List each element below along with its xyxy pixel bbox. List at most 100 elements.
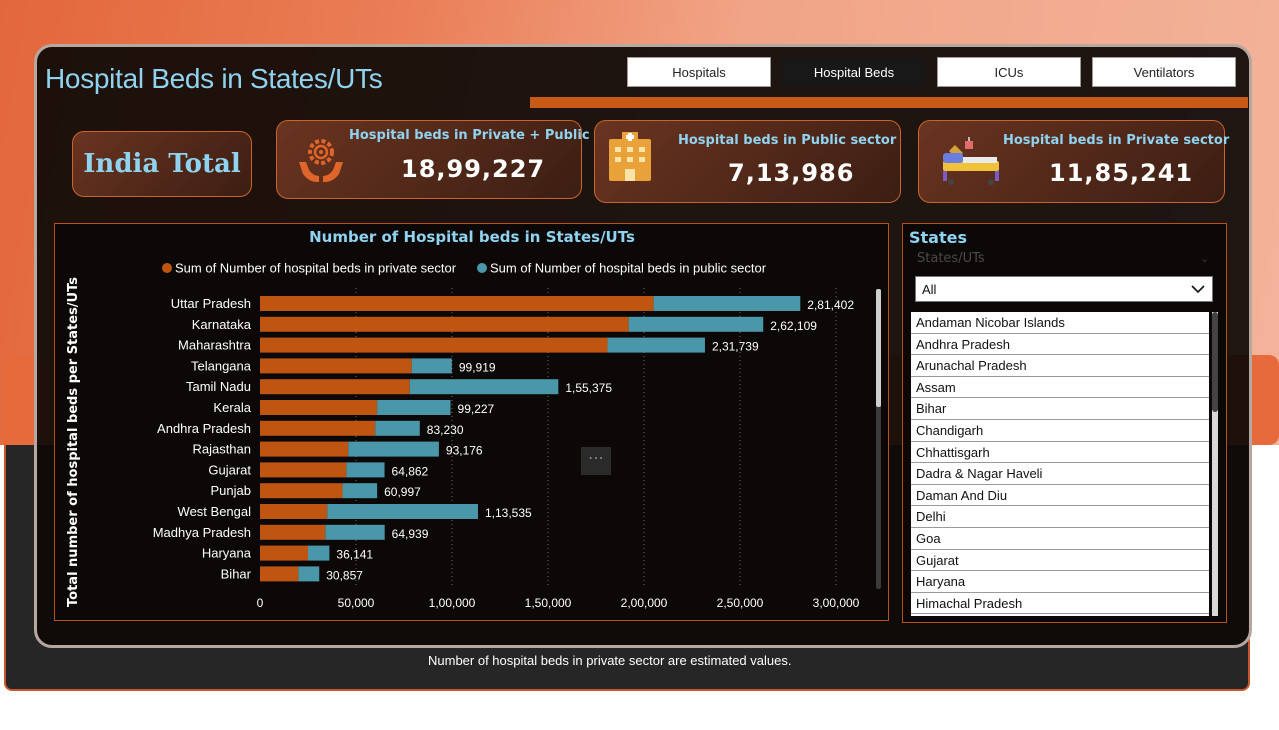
dropdown-selected: All [922, 281, 937, 297]
bar-public[interactable] [342, 483, 378, 499]
category-label: Karnataka [192, 317, 252, 332]
tab-ventilators[interactable]: Ventilators [1092, 57, 1236, 87]
state-item[interactable]: Goa [911, 528, 1209, 550]
category-label: Haryana [202, 546, 252, 561]
kpi-card-public: Hospital beds in Public sector 7,13,986 [594, 120, 901, 203]
total-value-label: 64,939 [392, 527, 429, 541]
category-label: Maharashtra [178, 338, 252, 353]
bar-private[interactable] [260, 462, 347, 478]
bar-private[interactable] [260, 400, 378, 415]
x-tick-label: 3,00,000 [813, 596, 860, 610]
bar-public[interactable] [325, 524, 385, 540]
state-item[interactable]: Gujarat [911, 550, 1209, 572]
state-item[interactable]: Dadra & Nagar Haveli [911, 463, 1209, 485]
legend-public-label[interactable]: Sum of Number of hospital beds in public… [490, 261, 767, 276]
bar-private[interactable] [260, 545, 308, 561]
bar-public[interactable] [377, 400, 451, 415]
bar-public[interactable] [348, 441, 439, 457]
category-label: West Bengal [178, 504, 252, 519]
bar-public[interactable] [628, 316, 764, 332]
category-label: Uttar Pradesh [171, 296, 251, 311]
state-item[interactable]: Bihar [911, 398, 1209, 420]
kpi-label-private-public: Hospital beds in Private + Public [349, 128, 590, 143]
accent-bar [530, 97, 1248, 108]
category-label: Gujarat [208, 462, 251, 477]
states-list-scrollbar[interactable] [1212, 312, 1218, 616]
bar-private[interactable] [260, 483, 343, 499]
dashboard-panel: Hospital Beds in States/UTs Hospitals Ho… [34, 44, 1252, 648]
bar-public[interactable] [411, 358, 452, 374]
bar-public[interactable] [308, 545, 330, 561]
total-value-label: 2,62,109 [770, 319, 817, 333]
legend-private-label[interactable]: Sum of Number of hospital beds in privat… [175, 261, 457, 276]
total-value-label: 64,862 [392, 464, 429, 478]
tab-hospital-beds[interactable]: Hospital Beds [782, 57, 926, 87]
bar-public[interactable] [409, 379, 559, 395]
kpi-value-private: 11,85,241 [1049, 159, 1194, 187]
bar-private[interactable] [260, 504, 328, 519]
total-value-label: 36,141 [336, 548, 373, 562]
x-tick-label: 1,00,000 [429, 596, 476, 610]
states-placeholder: States/UTs [917, 251, 985, 266]
states-dropdown[interactable]: All [915, 276, 1213, 302]
chart-canvas: Number of Hospital beds in States/UTs Su… [66, 228, 881, 610]
state-item[interactable]: Delhi [911, 506, 1209, 528]
chart-scroll-thumb[interactable] [876, 289, 881, 407]
states-list-scroll-thumb[interactable] [1212, 312, 1218, 412]
bar-public[interactable] [607, 337, 705, 353]
category-label: Tamil Nadu [186, 379, 251, 394]
total-value-label: 99,227 [458, 402, 495, 416]
state-item[interactable]: Assam [911, 377, 1209, 399]
tab-icus[interactable]: ICUs [937, 57, 1081, 87]
tab-bar: Hospitals Hospital Beds ICUs Ventilators [627, 57, 1236, 87]
page-title: Hospital Beds in States/UTs [45, 63, 383, 94]
x-tick-label: 2,50,000 [717, 596, 764, 610]
category-label: Telangana [191, 358, 252, 373]
state-item[interactable]: Andaman Nicobar Islands [911, 312, 1209, 334]
bar-private[interactable] [260, 296, 654, 311]
hospital-bed-icon [941, 135, 1003, 191]
bar-private[interactable] [260, 566, 299, 582]
x-tick-label: 0 [257, 596, 264, 610]
bar-public[interactable] [298, 566, 320, 582]
category-label: Punjab [211, 483, 251, 498]
state-item[interactable]: Arunachal Pradesh [911, 355, 1209, 377]
kpi-label-private: Hospital beds in Private sector [1003, 133, 1230, 148]
state-item[interactable]: Himachal Pradesh [911, 593, 1209, 615]
bar-private[interactable] [260, 316, 629, 332]
total-value-label: 2,31,739 [712, 340, 759, 354]
tab-hospitals[interactable]: Hospitals [627, 57, 771, 87]
state-item[interactable]: Chhattisgarh [911, 442, 1209, 464]
total-value-label: 99,919 [459, 360, 496, 374]
total-value-label: 93,176 [446, 444, 483, 458]
state-item[interactable]: Chandigarh [911, 420, 1209, 442]
chart-title: Number of Hospital beds in States/UTs [309, 228, 635, 246]
state-item[interactable]: Daman And Diu [911, 485, 1209, 507]
total-value-label: 30,857 [326, 568, 363, 582]
bar-public[interactable] [375, 420, 420, 436]
state-item[interactable]: Haryana [911, 571, 1209, 593]
state-item[interactable]: Andhra Pradesh [911, 334, 1209, 356]
bar-private[interactable] [260, 379, 410, 395]
bar-private[interactable] [260, 337, 608, 353]
placeholder-chevron-icon: ⌄ [1200, 252, 1210, 265]
india-total-card: India Total [72, 131, 252, 197]
bar-public[interactable] [327, 504, 478, 519]
beds-bar-chart: Number of Hospital beds in States/UTs Su… [54, 223, 889, 621]
kpi-card-private-public: Hospital beds in Private + Public 18,99,… [276, 120, 590, 199]
chart-legend: Sum of Number of hospital beds in privat… [162, 261, 767, 276]
more-options-icon[interactable]: ⋯ [581, 447, 611, 475]
category-label: Rajasthan [192, 442, 251, 457]
states-title: States [909, 228, 967, 247]
footnote: Number of hospital beds in private secto… [428, 653, 792, 668]
bar-private[interactable] [260, 524, 326, 540]
bar-private[interactable] [260, 420, 376, 436]
bar-private[interactable] [260, 358, 412, 374]
chevron-down-icon [1191, 285, 1205, 294]
total-value-label: 1,13,535 [485, 506, 532, 520]
bar-private[interactable] [260, 441, 349, 457]
bar-public[interactable] [346, 462, 385, 478]
category-label: Andhra Pradesh [157, 421, 251, 436]
x-tick-label: 1,50,000 [525, 596, 572, 610]
bar-public[interactable] [653, 296, 801, 311]
